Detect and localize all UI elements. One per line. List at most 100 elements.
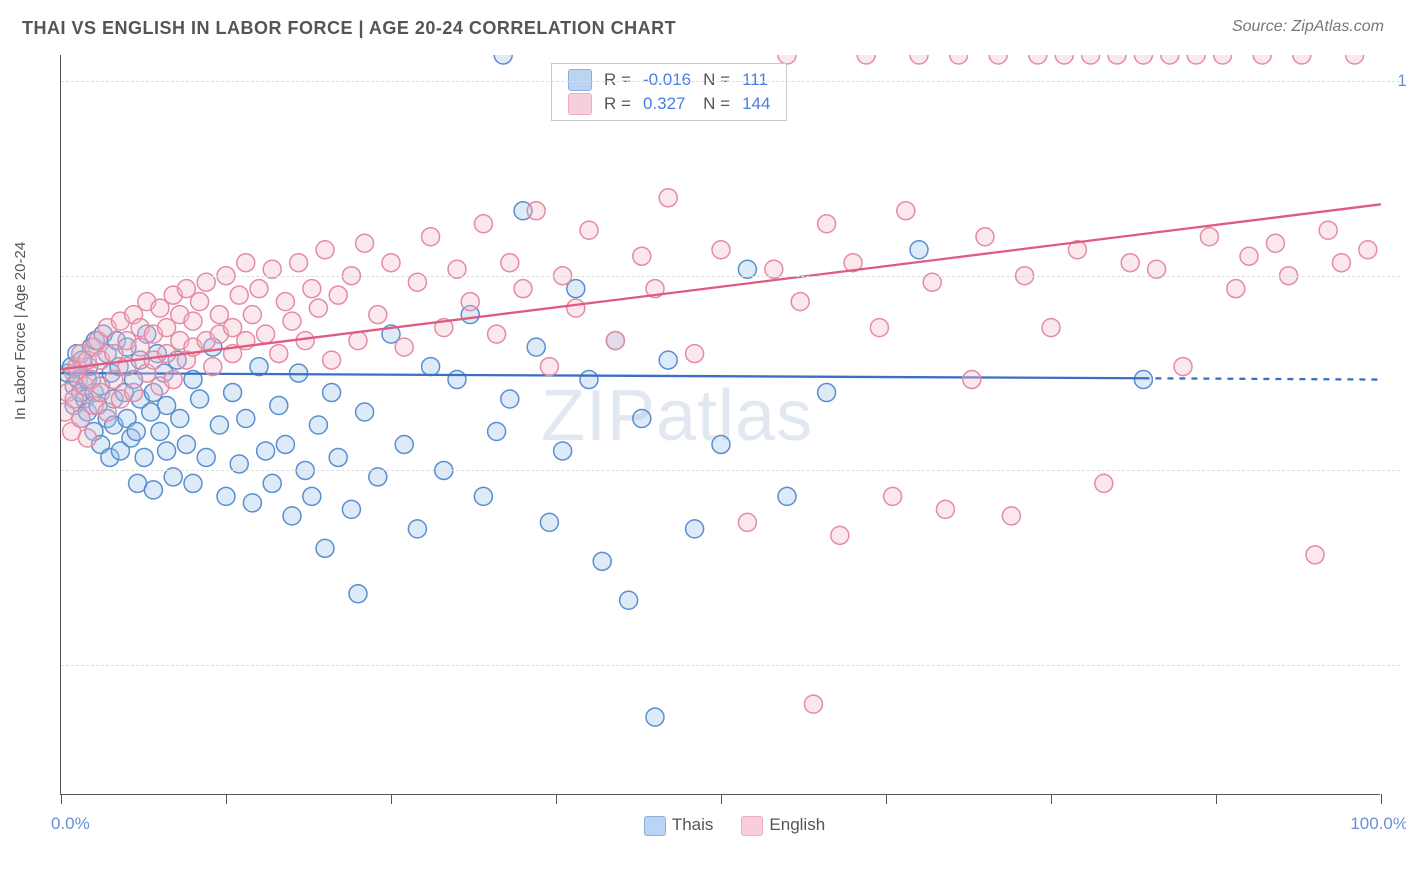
data-point [356, 234, 374, 252]
chart-container: THAI VS ENGLISH IN LABOR FORCE | AGE 20-… [0, 0, 1406, 892]
data-point [686, 520, 704, 538]
data-point [1161, 55, 1179, 64]
data-point [151, 422, 169, 440]
data-point [488, 422, 506, 440]
data-point [1332, 254, 1350, 272]
data-point [290, 254, 308, 272]
data-point [1359, 241, 1377, 259]
data-point [250, 280, 268, 298]
data-point [494, 55, 512, 64]
data-point [1346, 55, 1364, 64]
data-point [857, 55, 875, 64]
legend-row: R =0.327N =144 [562, 92, 776, 116]
data-point [1082, 55, 1100, 64]
data-point [1240, 247, 1258, 265]
data-point [184, 474, 202, 492]
x-tick [556, 794, 557, 804]
data-point [527, 338, 545, 356]
data-point [870, 319, 888, 337]
data-point [309, 416, 327, 434]
data-point [316, 241, 334, 259]
data-point [127, 422, 145, 440]
data-point [303, 280, 321, 298]
trend-line-dashed [1143, 378, 1381, 379]
data-point [257, 325, 275, 343]
data-point [323, 351, 341, 369]
data-point [237, 254, 255, 272]
data-point [501, 254, 519, 272]
data-point [910, 55, 928, 64]
data-point [1134, 371, 1152, 389]
title-bar: THAI VS ENGLISH IN LABOR FORCE | AGE 20-… [22, 18, 1384, 39]
y-gridline-label: 100.0% [1397, 71, 1406, 91]
data-point [1002, 507, 1020, 525]
data-point [804, 695, 822, 713]
data-point [540, 513, 558, 531]
data-point [606, 332, 624, 350]
source-attribution: Source: ZipAtlas.com [1232, 18, 1384, 36]
plot-svg [61, 55, 1381, 795]
data-point [342, 500, 360, 518]
data-point [309, 299, 327, 317]
data-point [593, 552, 611, 570]
data-point [1108, 55, 1126, 64]
data-point [1227, 280, 1245, 298]
x-tick [1051, 794, 1052, 804]
data-point [78, 429, 96, 447]
data-point [976, 228, 994, 246]
data-point [197, 448, 215, 466]
data-point [738, 513, 756, 531]
data-point [316, 539, 334, 557]
data-point [1134, 55, 1152, 64]
data-point [270, 345, 288, 363]
data-point [224, 384, 242, 402]
data-point [191, 390, 209, 408]
data-point [408, 520, 426, 538]
data-point [461, 293, 479, 311]
gridline [61, 81, 1400, 82]
data-point [659, 189, 677, 207]
correlation-legend: R =-0.016N =111R =0.327N =144 [551, 63, 787, 121]
data-point [144, 481, 162, 499]
data-point [217, 487, 235, 505]
x-axis-min-label: 0.0% [51, 814, 90, 834]
data-point [1306, 546, 1324, 564]
data-point [204, 358, 222, 376]
legend-swatch [644, 816, 666, 836]
data-point [659, 351, 677, 369]
data-point [686, 345, 704, 363]
data-point [349, 332, 367, 350]
data-point [191, 293, 209, 311]
x-tick [226, 794, 227, 804]
data-point [514, 280, 532, 298]
data-point [382, 254, 400, 272]
data-point [276, 293, 294, 311]
data-point [580, 221, 598, 239]
data-point [474, 487, 492, 505]
data-point [791, 293, 809, 311]
data-point [884, 487, 902, 505]
y-axis-label: In Labor Force | Age 20-24 [12, 242, 29, 420]
data-point [164, 371, 182, 389]
data-point [243, 306, 261, 324]
data-point [897, 202, 915, 220]
legend-r-value: 0.327 [637, 92, 697, 116]
data-point [422, 228, 440, 246]
data-point [950, 55, 968, 64]
data-point [210, 416, 228, 434]
data-point [369, 306, 387, 324]
data-point [712, 241, 730, 259]
data-point [158, 442, 176, 460]
legend-series-label: English [769, 815, 825, 834]
data-point [778, 487, 796, 505]
data-point [910, 241, 928, 259]
data-point [125, 384, 143, 402]
data-point [283, 507, 301, 525]
data-point [323, 384, 341, 402]
gridline [61, 470, 1400, 471]
legend-swatch [562, 92, 598, 116]
data-point [1266, 234, 1284, 252]
data-point [349, 585, 367, 603]
data-point [184, 312, 202, 330]
x-tick [1381, 794, 1382, 804]
